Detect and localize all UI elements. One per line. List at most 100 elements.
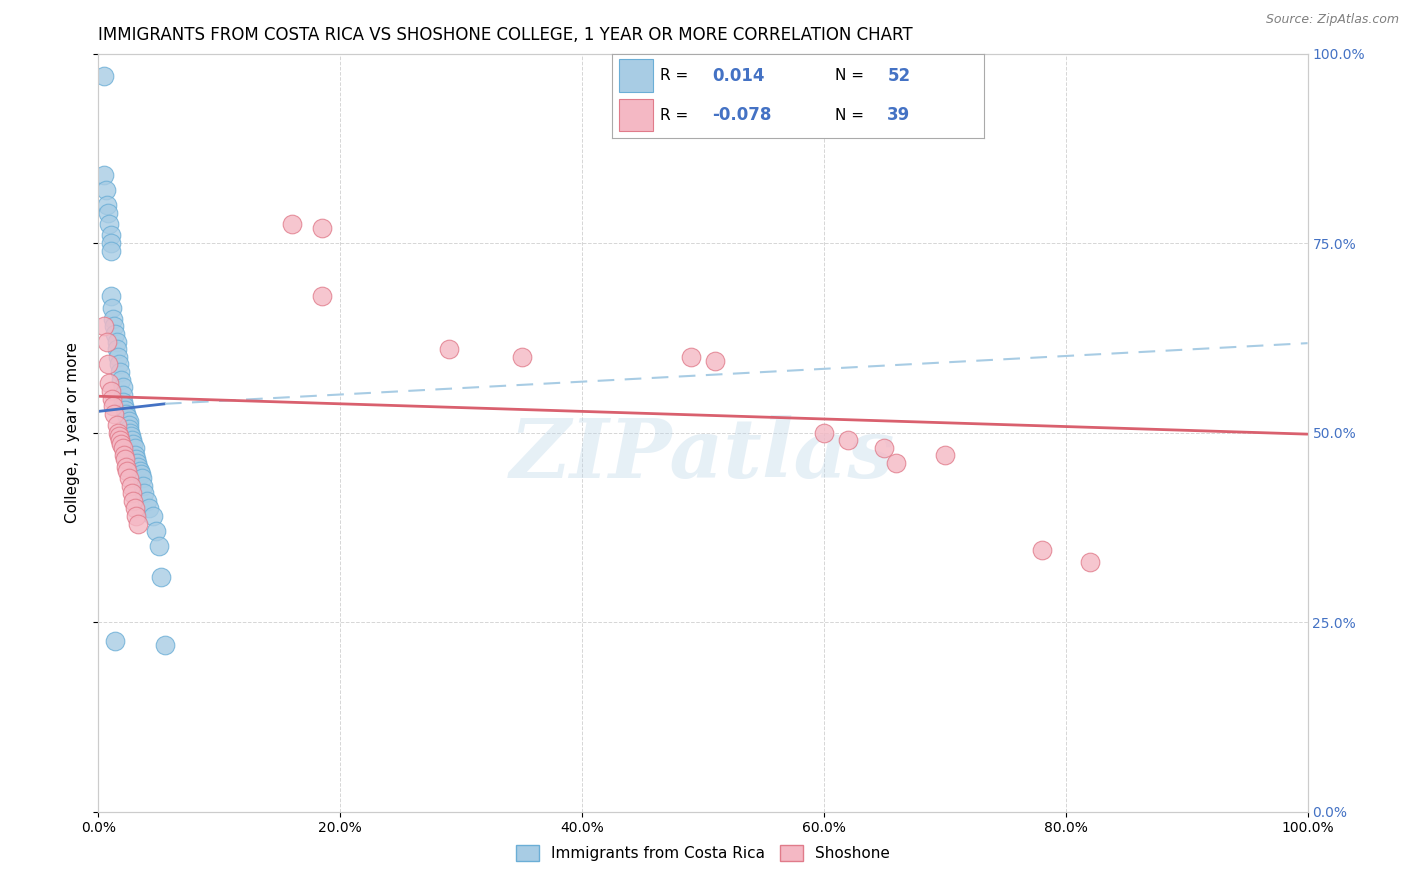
Point [110,437,132,451]
Point [437,343,460,357]
Point [112,449,135,463]
Point [93,70,115,84]
Point [100,244,122,258]
Point [105,343,128,357]
Point [105,334,128,349]
Point [124,441,146,455]
Text: 0.014: 0.014 [713,67,765,85]
Text: N =: N = [835,108,865,123]
Point [105,417,128,433]
Text: Source: ZipAtlas.com: Source: ZipAtlas.com [1265,13,1399,27]
Point [104,634,127,648]
Point [1031,543,1053,558]
Text: ZIPatlas: ZIPatlas [510,416,896,495]
Text: 52: 52 [887,67,911,85]
Point [111,395,134,409]
Point [114,452,136,467]
Point [125,508,148,523]
Point [813,425,835,440]
Point [107,350,129,364]
Point [98,217,121,231]
Point [120,479,142,493]
Point [94,183,117,197]
Point [281,217,304,231]
Text: -0.078: -0.078 [713,106,772,124]
Point [934,449,956,463]
Point [111,380,134,394]
Point [118,417,141,433]
Point [108,358,131,372]
Point [127,459,149,474]
Point [108,429,131,443]
Point [142,508,165,523]
Point [873,441,896,455]
Y-axis label: College, 1 year or more: College, 1 year or more [65,343,80,523]
Point [153,638,176,652]
Point [100,289,122,303]
Point [124,449,146,463]
Point [96,334,118,349]
Point [131,471,153,485]
Point [311,289,333,303]
Point [118,414,141,428]
Point [510,350,533,364]
Point [125,452,148,467]
Point [117,410,139,425]
Point [100,392,122,406]
Point [100,228,122,243]
Point [128,464,150,478]
Point [103,319,125,334]
Point [134,486,156,500]
Point [127,516,149,531]
Point [118,471,141,485]
Point [101,399,124,413]
Point [837,434,859,448]
Legend: Immigrants from Costa Rica, Shoshone: Immigrants from Costa Rica, Shoshone [516,845,890,861]
Point [108,365,131,379]
Point [150,570,173,584]
Point [120,429,142,443]
Text: R =: R = [659,68,689,83]
Point [145,524,167,539]
Point [100,384,122,398]
Bar [619,60,652,92]
Point [112,399,135,413]
Point [311,221,333,235]
Point [148,539,170,553]
Point [122,437,145,451]
Point [97,358,120,372]
Point [96,198,118,212]
Point [100,301,122,315]
Point [115,407,138,421]
Point [104,327,127,342]
Text: IMMIGRANTS FROM COSTA RICA VS SHOSHONE COLLEGE, 1 YEAR OR MORE CORRELATION CHART: IMMIGRANTS FROM COSTA RICA VS SHOSHONE C… [98,26,912,44]
Point [97,206,120,220]
Point [132,479,155,493]
Point [108,434,131,448]
Point [117,464,139,478]
Point [100,236,122,251]
Point [103,407,125,421]
Point [111,441,134,455]
Point [101,312,124,326]
Point [118,425,141,440]
Point [121,486,143,500]
Point [107,425,129,440]
Point [124,501,146,516]
Point [135,494,157,508]
Point [1078,554,1101,569]
Point [93,168,115,182]
Text: 39: 39 [887,106,911,124]
Point [886,456,908,470]
Point [129,467,152,482]
Point [704,353,727,368]
Point [121,434,143,448]
Point [679,350,702,364]
Text: N =: N = [835,68,865,83]
Point [114,403,136,417]
Bar [619,99,652,131]
Point [138,501,160,516]
Point [93,319,115,334]
Point [127,456,149,470]
Point [111,387,134,401]
